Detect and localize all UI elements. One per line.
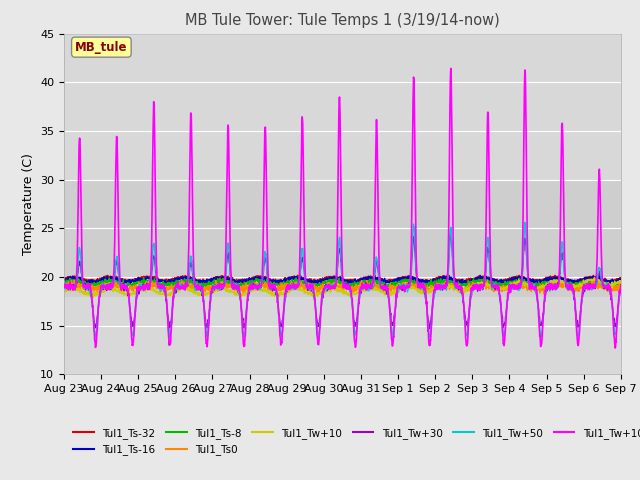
Tul1_Ts-8 — [331, 279, 339, 285]
Tul1_Tw+100 — [88, 300, 96, 306]
Tul1_Ts-8 — [500, 285, 508, 291]
Tul1_Ts-16 — [200, 282, 208, 288]
Tul1_Ts0 — [60, 284, 68, 289]
Tul1_Ts0 — [617, 285, 625, 291]
Tul1_Ts-16 — [331, 276, 339, 282]
Tul1_Ts-16 — [60, 275, 68, 281]
Tul1_Tw+100 — [601, 283, 609, 289]
Tul1_Ts-16 — [602, 277, 609, 283]
Tul1_Tw+100 — [316, 324, 324, 330]
Tul1_Tw+100 — [611, 345, 619, 351]
Tul1_Tw+100 — [499, 331, 506, 336]
Tul1_Tw+30 — [617, 287, 625, 293]
Tul1_Ts0 — [499, 285, 507, 290]
Tul1_Tw+10 — [617, 278, 625, 284]
Tul1_Tw+10 — [499, 286, 506, 292]
Tul1_Ts-32 — [515, 273, 523, 278]
Tul1_Tw+10 — [602, 280, 609, 286]
Tul1_Tw+30 — [88, 304, 96, 310]
Line: Tul1_Ts-32: Tul1_Ts-32 — [64, 276, 621, 283]
Tul1_Ts-32 — [60, 277, 68, 283]
Tul1_Tw+30 — [447, 230, 454, 236]
Line: Tul1_Ts0: Tul1_Ts0 — [64, 280, 621, 294]
Tul1_Tw+100 — [60, 284, 68, 290]
Tul1_Tw+10 — [60, 288, 68, 293]
Tul1_Ts-8 — [88, 282, 96, 288]
Tul1_Tw+30 — [331, 282, 339, 288]
Tul1_Ts-16 — [601, 279, 609, 285]
Tul1_Tw+50 — [331, 282, 339, 288]
Tul1_Ts-32 — [499, 278, 506, 284]
Tul1_Ts-16 — [499, 277, 507, 283]
Tul1_Ts0 — [331, 280, 339, 286]
Tul1_Tw+100 — [331, 284, 339, 290]
Tul1_Ts-32 — [316, 276, 324, 282]
Tul1_Ts-16 — [316, 278, 324, 284]
Line: Tul1_Tw+30: Tul1_Tw+30 — [64, 233, 621, 329]
Tul1_Ts-16 — [477, 273, 484, 278]
Line: Tul1_Ts-8: Tul1_Ts-8 — [64, 277, 621, 288]
Line: Tul1_Tw+100: Tul1_Tw+100 — [64, 69, 621, 348]
Tul1_Tw+30 — [601, 282, 609, 288]
Title: MB Tule Tower: Tule Temps 1 (3/19/14-now): MB Tule Tower: Tule Temps 1 (3/19/14-now… — [185, 13, 500, 28]
Tul1_Ts-32 — [275, 280, 282, 286]
Tul1_Tw+50 — [88, 301, 96, 307]
Legend: Tul1_Ts-32, Tul1_Ts-16, Tul1_Ts-8, Tul1_Ts0, Tul1_Tw+10, Tul1_Tw+30, Tul1_Tw+50,: Tul1_Ts-32, Tul1_Ts-16, Tul1_Ts-8, Tul1_… — [69, 424, 640, 459]
Line: Tul1_Ts-16: Tul1_Ts-16 — [64, 276, 621, 285]
Tul1_Tw+50 — [316, 318, 324, 324]
Tul1_Ts-16 — [88, 279, 96, 285]
Tul1_Ts-8 — [617, 279, 625, 285]
Tul1_Tw+50 — [521, 219, 529, 225]
Tul1_Tw+10 — [88, 292, 96, 298]
Tul1_Ts-32 — [331, 276, 339, 281]
Line: Tul1_Tw+50: Tul1_Tw+50 — [64, 222, 621, 338]
Tul1_Ts-8 — [316, 283, 324, 289]
Tul1_Ts0 — [89, 285, 97, 291]
Tul1_Tw+10 — [316, 289, 324, 295]
Tul1_Tw+30 — [499, 322, 507, 328]
Tul1_Ts0 — [602, 285, 609, 290]
Tul1_Tw+50 — [601, 283, 609, 289]
Tul1_Tw+30 — [316, 316, 324, 322]
Tul1_Tw+30 — [426, 326, 433, 332]
Tul1_Ts0 — [316, 285, 324, 291]
Tul1_Tw+50 — [617, 285, 625, 290]
Tul1_Tw+100 — [447, 66, 455, 72]
Tul1_Ts-8 — [60, 278, 68, 284]
Line: Tul1_Tw+10: Tul1_Tw+10 — [64, 278, 621, 298]
Tul1_Ts0 — [460, 291, 467, 297]
Tul1_Ts-8 — [499, 281, 506, 287]
Tul1_Ts-8 — [601, 281, 609, 287]
Tul1_Tw+100 — [601, 285, 609, 290]
Tul1_Ts-16 — [617, 278, 625, 284]
Tul1_Tw+10 — [90, 295, 97, 300]
Tul1_Tw+10 — [331, 286, 339, 292]
Tul1_Tw+30 — [60, 282, 68, 288]
Tul1_Tw+100 — [617, 282, 625, 288]
Bar — [64, 180, 621, 297]
Tul1_Tw+10 — [601, 280, 609, 286]
Tul1_Ts-32 — [602, 278, 609, 284]
Tul1_Tw+30 — [602, 284, 609, 290]
Tul1_Tw+50 — [60, 285, 68, 290]
Tul1_Ts-8 — [140, 275, 147, 280]
Tul1_Tw+50 — [499, 324, 506, 330]
Tul1_Ts0 — [70, 277, 78, 283]
Text: MB_tule: MB_tule — [75, 41, 127, 54]
Tul1_Tw+10 — [591, 275, 598, 281]
Tul1_Tw+50 — [602, 282, 609, 288]
Tul1_Tw+50 — [166, 336, 174, 341]
Tul1_Ts0 — [601, 283, 609, 289]
Tul1_Ts-32 — [601, 275, 609, 281]
Tul1_Ts-8 — [602, 280, 609, 286]
Tul1_Ts-32 — [88, 277, 96, 283]
Tul1_Ts-32 — [617, 276, 625, 281]
Y-axis label: Temperature (C): Temperature (C) — [22, 153, 35, 255]
